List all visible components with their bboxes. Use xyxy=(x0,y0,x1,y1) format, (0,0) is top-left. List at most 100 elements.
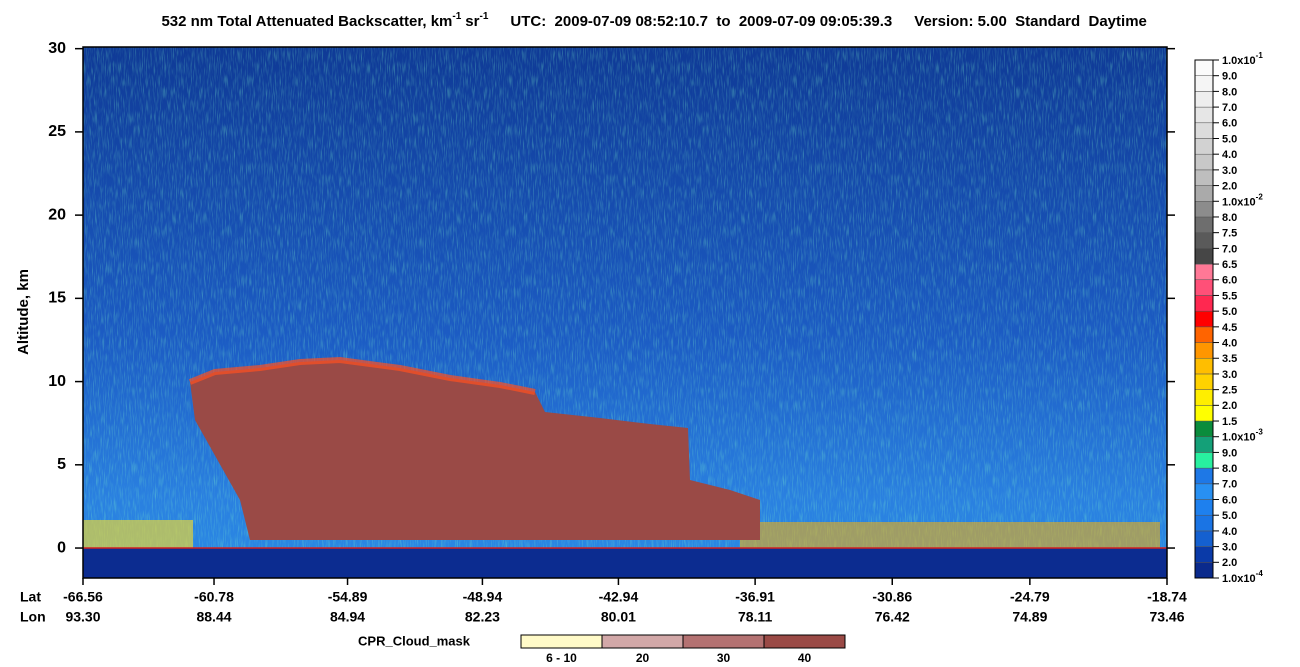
y-tick-label: 5 xyxy=(57,456,66,473)
colorbar-label: 1.0x10-2 xyxy=(1222,192,1263,208)
y-tick-label: 20 xyxy=(48,206,66,223)
colorbar-label: 6.5 xyxy=(1222,259,1237,271)
x-tick-label: -42.94 xyxy=(599,589,639,605)
colorbar-label: 7.0 xyxy=(1222,243,1237,255)
lon-label: 76.42 xyxy=(875,609,910,625)
low-aerosol xyxy=(740,522,1160,548)
lon-label: 78.11 xyxy=(738,609,772,625)
x-tick-label: -60.78 xyxy=(194,589,234,605)
colorbar-bin xyxy=(1194,420,1214,437)
colorbar-label: 1.5 xyxy=(1222,416,1237,428)
colorbar-label: 7.0 xyxy=(1222,102,1237,114)
title-sup: -1 xyxy=(479,11,488,22)
colorbar-bin xyxy=(1194,59,1214,76)
colorbar-bin xyxy=(1194,342,1214,359)
colorbar-label: 4.5 xyxy=(1222,322,1237,334)
colorbar-label: 4.0 xyxy=(1222,337,1237,349)
colorbar-bin xyxy=(1194,295,1214,312)
colorbar-label: 4.0 xyxy=(1222,149,1237,161)
colorbar-bin xyxy=(1194,232,1214,249)
colorbar-label: 7.5 xyxy=(1222,228,1237,240)
colorbar-label: 6.0 xyxy=(1222,118,1237,130)
x-tick-label: -30.86 xyxy=(872,589,912,605)
low-aerosol xyxy=(83,520,193,548)
colorbar-label: 3.0 xyxy=(1222,165,1237,177)
chart-title: 532 nm Total Attenuated Backscatter, km-… xyxy=(141,11,1160,30)
colorbar-label: 2.0 xyxy=(1222,400,1237,412)
title-part: UTC: 2009-07-09 08:52:10.7 to 2009-07-09… xyxy=(510,13,892,30)
colorbar-bin xyxy=(1194,201,1214,218)
colorbar-label: 5.0 xyxy=(1222,133,1237,145)
colorbar-label: 9.0 xyxy=(1222,447,1237,459)
colorbar-bin xyxy=(1194,499,1214,516)
colorbar-label: 2.5 xyxy=(1222,385,1237,397)
colorbar-label: 5.0 xyxy=(1222,510,1237,522)
colorbar-bin xyxy=(1194,138,1214,155)
y-axis-label: Altitude, km xyxy=(15,269,32,355)
colorbar-label: 6.0 xyxy=(1222,494,1237,506)
y-tick-label: 25 xyxy=(48,123,66,140)
colorbar-label: 5.5 xyxy=(1222,290,1237,302)
colorbar-label: 4.0 xyxy=(1222,526,1237,538)
colorbar-bin xyxy=(1194,562,1214,579)
title-sup: -1 xyxy=(452,11,461,22)
colorbar-bin xyxy=(1194,389,1214,406)
colorbar-bin xyxy=(1194,91,1214,108)
lon-label: 88.44 xyxy=(196,609,231,625)
colorbar-label: 3.0 xyxy=(1222,542,1237,554)
colorbar-label: 2.0 xyxy=(1222,180,1237,192)
legend-label: 40 xyxy=(798,651,812,665)
legend-swatch xyxy=(601,634,684,649)
x-row-label: Lon xyxy=(20,609,46,625)
colorbar-bin xyxy=(1194,248,1214,265)
x-tick-label: -48.94 xyxy=(463,589,503,605)
colorbar-bin xyxy=(1194,405,1214,422)
x-tick-label: -66.56 xyxy=(63,589,103,605)
colorbar-bin xyxy=(1194,483,1214,500)
colorbar-bin xyxy=(1194,326,1214,343)
colorbar-bin xyxy=(1194,452,1214,469)
colorbar-bin xyxy=(1194,216,1214,233)
legend-label: 30 xyxy=(717,651,731,665)
plot-frame xyxy=(82,46,1168,579)
colorbar-label: 8.0 xyxy=(1222,212,1237,224)
colorbar-bin xyxy=(1194,546,1214,563)
colorbar-bin xyxy=(1194,436,1214,453)
y-tick-label: 0 xyxy=(57,539,66,556)
x-tick-label: -24.79 xyxy=(1010,589,1050,605)
legend-swatch xyxy=(682,634,765,649)
colorbar-bin xyxy=(1194,310,1214,328)
title-part: Version: 5.00 Standard Daytime xyxy=(914,13,1147,30)
legend-label: 6 - 10 xyxy=(546,651,577,665)
y-tick-label: 10 xyxy=(48,373,66,390)
colorbar-bin xyxy=(1194,263,1214,281)
colorbar-bin xyxy=(1194,530,1214,547)
lon-label: 74.89 xyxy=(1012,609,1047,625)
colorbar-label: 3.5 xyxy=(1222,353,1237,365)
colorbar-label: 1.0x10-1 xyxy=(1222,51,1263,67)
colorbar-bin xyxy=(1194,279,1214,296)
colorbar-bin xyxy=(1194,75,1214,92)
colorbar-label: 1.0x10-4 xyxy=(1222,569,1263,585)
legend-swatch xyxy=(763,634,846,649)
legend-swatch xyxy=(520,634,603,649)
lon-label: 93.30 xyxy=(65,609,100,625)
cloud-top xyxy=(188,356,536,395)
colorbar-bin xyxy=(1194,185,1214,202)
title-part: sr xyxy=(465,13,479,30)
colorbar-bin xyxy=(1194,467,1214,485)
colorbar-label: 8.0 xyxy=(1222,463,1237,475)
colorbar-label: 1.0x10-3 xyxy=(1222,428,1263,444)
y-tick-label: 15 xyxy=(48,290,66,307)
colorbar-bin xyxy=(1194,122,1214,139)
colorbar-bin xyxy=(1194,373,1214,390)
colorbar-label: 8.0 xyxy=(1222,86,1237,98)
plot-area xyxy=(82,46,1168,579)
cloud-mask xyxy=(190,360,760,540)
x-row-label: Lat xyxy=(20,589,41,605)
colorbar-bin xyxy=(1194,169,1214,186)
colorbar-bin xyxy=(1194,514,1214,532)
colorbar-label: 2.0 xyxy=(1222,557,1237,569)
